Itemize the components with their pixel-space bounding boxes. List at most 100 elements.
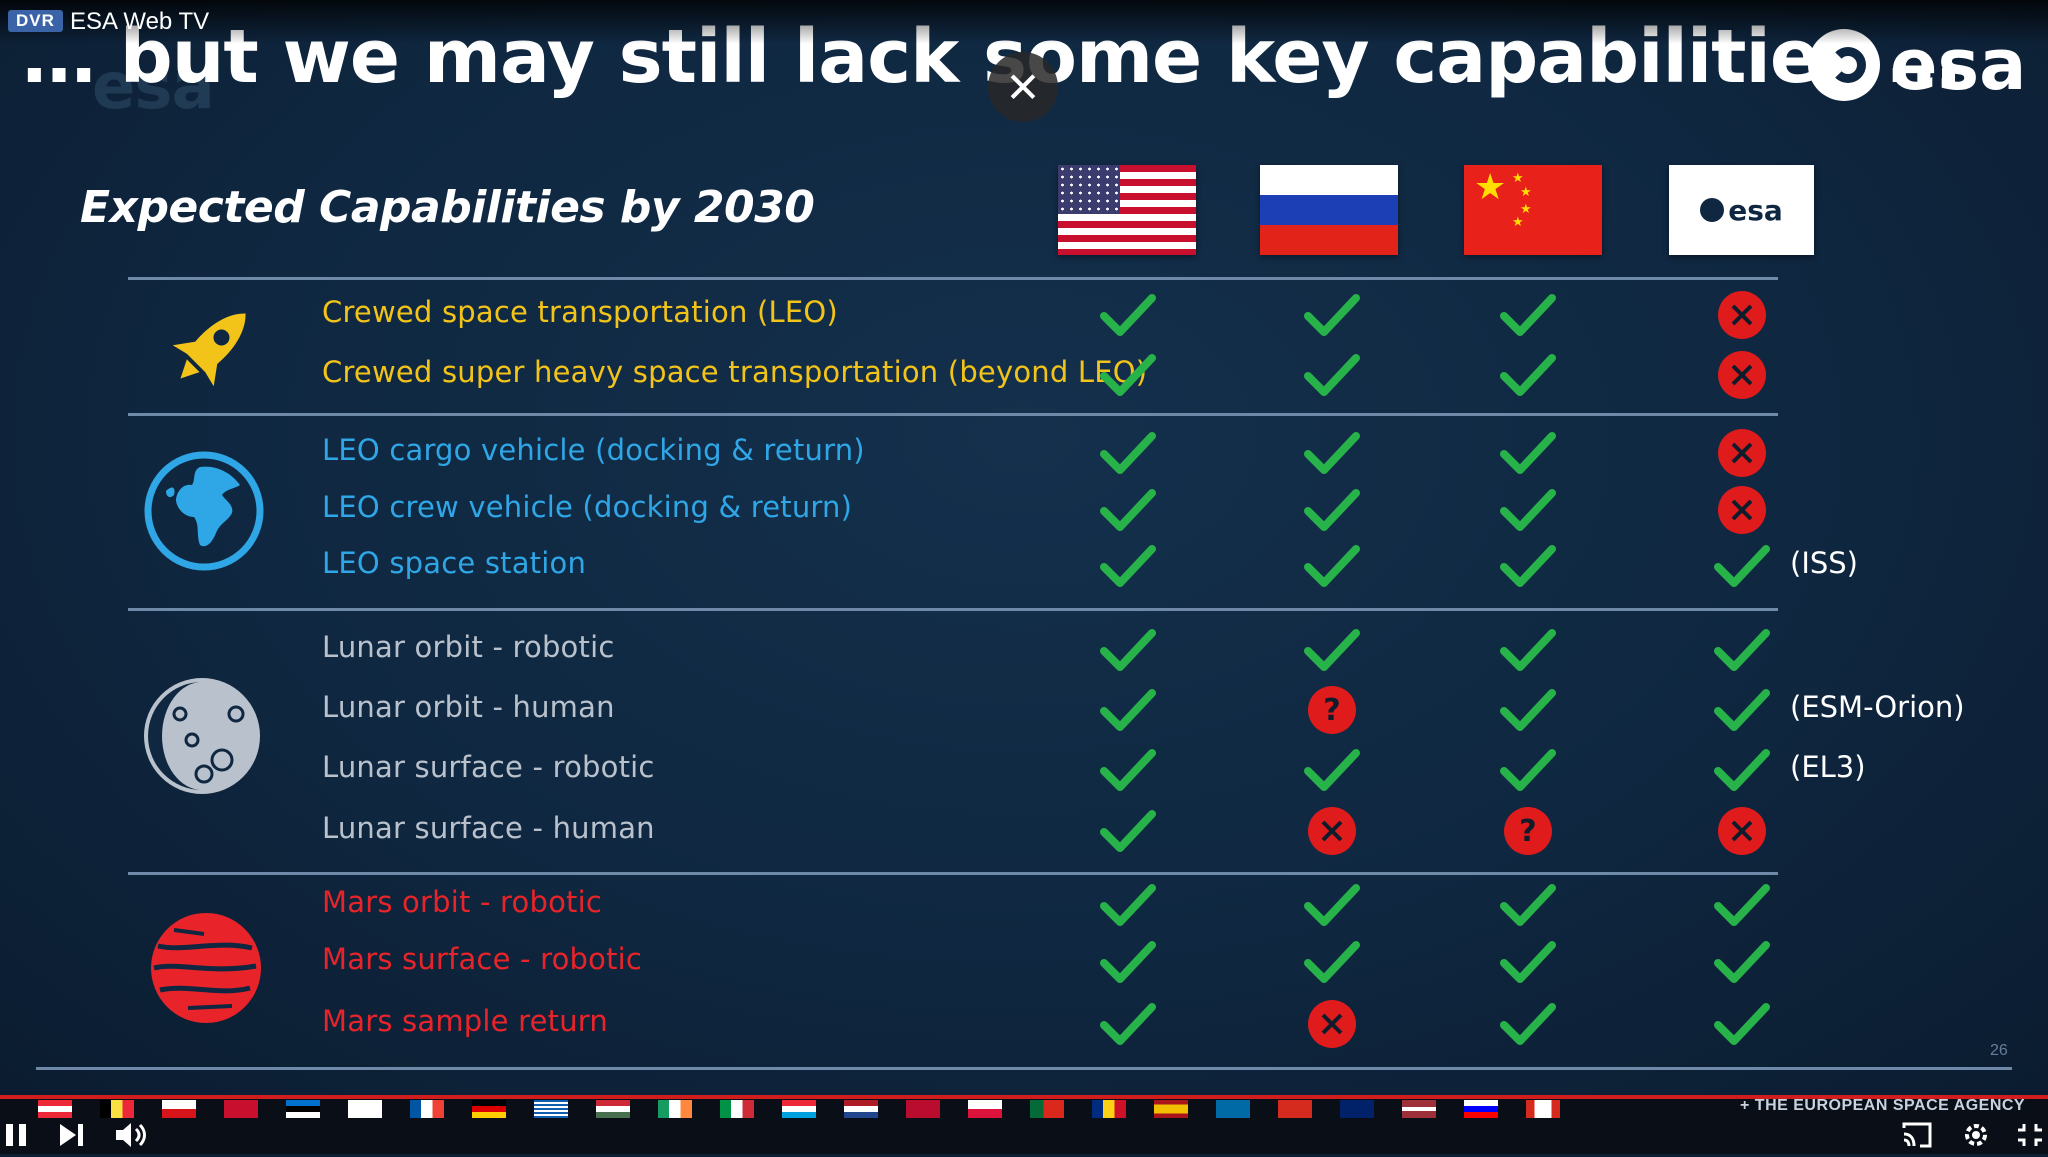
check-icon xyxy=(1302,625,1362,675)
cross-icon xyxy=(1712,428,1772,478)
check-icon xyxy=(1098,999,1158,1049)
check-icon xyxy=(1712,685,1772,735)
check-icon xyxy=(1498,485,1558,535)
capability-label: Lunar surface - robotic xyxy=(322,750,655,784)
capability-label: Mars sample return xyxy=(322,1004,608,1038)
check-icon xyxy=(1302,880,1362,930)
flag-italy xyxy=(720,1100,754,1118)
flag-finland xyxy=(348,1100,382,1118)
capability-label: LEO crew vehicle (docking & return) xyxy=(322,490,853,524)
cross-icon xyxy=(1712,290,1772,340)
check-icon xyxy=(1712,999,1772,1049)
flag-netherlands xyxy=(844,1100,878,1118)
check-icon xyxy=(1498,745,1558,795)
flag-russia xyxy=(1260,165,1398,255)
capability-label: LEO cargo vehicle (docking & return) xyxy=(322,433,865,467)
fullscreen-button[interactable] xyxy=(2016,1120,2044,1152)
capability-label: Lunar surface - human xyxy=(322,811,655,845)
check-icon xyxy=(1302,428,1362,478)
capability-label: Lunar orbit - robotic xyxy=(322,630,615,664)
volume-button[interactable] xyxy=(114,1120,148,1152)
check-icon xyxy=(1302,485,1362,535)
player-controls-bar xyxy=(0,1095,2048,1154)
check-icon xyxy=(1712,937,1772,987)
capability-label: Crewed super heavy space transportation … xyxy=(322,355,1148,389)
pause-button[interactable] xyxy=(4,1120,32,1152)
flag-canada xyxy=(1526,1100,1560,1118)
close-button[interactable]: ✕ xyxy=(988,52,1058,122)
flag-esa-text: esa xyxy=(1728,193,1783,227)
capability-note: (EL3) xyxy=(1790,750,1866,784)
flag-germany xyxy=(472,1100,506,1118)
flag-esa: esa xyxy=(1669,165,1814,255)
check-icon xyxy=(1498,685,1558,735)
check-icon xyxy=(1712,745,1772,795)
flag-latvia xyxy=(1402,1100,1436,1118)
check-icon xyxy=(1302,290,1362,340)
check-icon xyxy=(1498,290,1558,340)
flag-uk xyxy=(1340,1100,1374,1118)
next-icon xyxy=(60,1124,83,1146)
check-icon xyxy=(1098,485,1158,535)
globe-icon xyxy=(144,451,264,571)
flag-slovenia xyxy=(1464,1100,1498,1118)
flag-estonia xyxy=(286,1100,320,1118)
slide: esa … but we may still lack some key cap… xyxy=(0,0,2048,1095)
divider xyxy=(128,872,1778,875)
flag-norway xyxy=(906,1100,940,1118)
svg-text:?: ? xyxy=(1519,814,1536,849)
table-title: Expected Capabilities by 2030 xyxy=(80,182,815,233)
capability-label: Crewed space transportation (LEO) xyxy=(322,295,838,329)
agency-tagline: + THE EUROPEAN SPACE AGENCY xyxy=(1740,1097,2026,1114)
capability-label: Mars surface - robotic xyxy=(322,942,643,976)
divider xyxy=(128,413,1778,416)
flag-poland xyxy=(968,1100,1002,1118)
flag-portugal xyxy=(1030,1100,1064,1118)
cross-icon xyxy=(1302,999,1362,1049)
check-icon xyxy=(1302,541,1362,591)
check-icon xyxy=(1498,880,1558,930)
flag-belgium xyxy=(100,1100,134,1118)
check-icon xyxy=(1098,541,1158,591)
check-icon xyxy=(1498,541,1558,591)
mars-icon xyxy=(151,913,261,1023)
cast-button[interactable] xyxy=(1900,1120,1934,1152)
flag-spain xyxy=(1154,1100,1188,1118)
flag-greece xyxy=(534,1100,568,1118)
check-icon xyxy=(1712,541,1772,591)
svg-text:?: ? xyxy=(1323,693,1340,728)
next-button[interactable] xyxy=(58,1120,86,1152)
capability-label: Mars orbit - robotic xyxy=(322,885,602,919)
flag-sweden xyxy=(1216,1100,1250,1118)
check-icon xyxy=(1098,685,1158,735)
check-icon xyxy=(1098,290,1158,340)
slide-number: 26 xyxy=(1990,1042,2008,1059)
check-icon xyxy=(1098,745,1158,795)
check-icon xyxy=(1498,999,1558,1049)
check-icon xyxy=(1302,937,1362,987)
player-top-overlay xyxy=(0,0,2048,44)
progress-bar[interactable] xyxy=(0,1095,2048,1099)
capability-note: (ISS) xyxy=(1790,546,1858,580)
check-icon xyxy=(1498,625,1558,675)
volume-icon xyxy=(116,1123,146,1147)
question-icon: ? xyxy=(1302,685,1362,735)
check-icon xyxy=(1302,745,1362,795)
check-icon xyxy=(1098,350,1158,400)
cast-icon xyxy=(1902,1122,1932,1148)
divider xyxy=(128,608,1778,611)
check-icon xyxy=(1098,428,1158,478)
check-icon xyxy=(1498,350,1558,400)
esa-watermark: esa xyxy=(92,50,215,124)
pause-icon xyxy=(6,1124,26,1146)
moon-icon xyxy=(144,678,260,794)
fullscreen-icon xyxy=(2018,1124,2042,1146)
capability-label: LEO space station xyxy=(322,546,587,580)
check-icon xyxy=(1302,350,1362,400)
settings-icon xyxy=(1965,1124,1987,1146)
flag-czechia xyxy=(162,1100,196,1118)
check-icon xyxy=(1712,625,1772,675)
settings-button[interactable] xyxy=(1960,1120,1992,1152)
check-icon xyxy=(1098,880,1158,930)
channel-title[interactable]: ESA Web TV xyxy=(70,8,210,35)
